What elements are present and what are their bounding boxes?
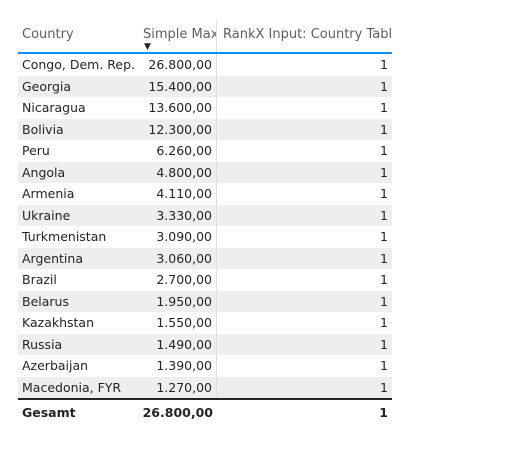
cell-simple-max: 6.260,00 — [142, 140, 217, 162]
column-header-label: Country — [22, 27, 74, 42]
table-row[interactable]: Ukraine 3.330,00 1 — [18, 204, 392, 226]
cell-rankx: 1 — [380, 272, 388, 288]
sort-descending-icon: ▼ — [144, 42, 151, 52]
cell-country: Georgia — [22, 78, 72, 94]
cell-rankx: 1 — [380, 336, 388, 352]
table-row[interactable]: Argentina 3.060,00 1 — [18, 247, 392, 269]
cell-simple-max: 4.110,00 — [142, 183, 217, 205]
column-header-label: RankX Input: Country Table — [223, 27, 392, 42]
cell-country: Ukraine — [22, 207, 71, 223]
cell-simple-max: 26.800,00 — [142, 54, 217, 76]
cell-simple-max: 2.700,00 — [142, 269, 217, 291]
cell-simple-max: 15.400,00 — [142, 75, 217, 97]
column-header-country[interactable]: Country — [18, 20, 142, 52]
cell-rankx: 1 — [380, 121, 388, 137]
table-row[interactable]: Nicaragua 13.600,00 1 — [18, 97, 392, 119]
table-row[interactable]: Macedonia, FYR 1.270,00 1 — [18, 376, 392, 398]
cell-country: Angola — [22, 164, 66, 180]
cell-rankx: 1 — [380, 250, 388, 266]
total-label: Gesamt — [22, 405, 76, 420]
cell-country: Turkmenistan — [22, 229, 107, 245]
cell-country: Bolivia — [22, 121, 64, 137]
cell-country: Brazil — [22, 272, 57, 288]
cell-simple-max: 3.090,00 — [142, 226, 217, 248]
table-row[interactable]: Brazil 2.700,00 1 — [18, 269, 392, 291]
table-row[interactable]: Turkmenistan 3.090,00 1 — [18, 226, 392, 248]
cell-rankx: 1 — [380, 229, 388, 245]
cell-country: Kazakhstan — [22, 315, 95, 331]
table-row[interactable]: Azerbaijan 1.390,00 1 — [18, 355, 392, 377]
table-row[interactable]: Congo, Dem. Rep. 26.800,00 1 — [18, 54, 392, 76]
table-body: Congo, Dem. Rep. 26.800,00 1 Georgia 15.400,… — [18, 54, 392, 398]
cell-rankx: 1 — [380, 315, 388, 331]
cell-simple-max: 1.270,00 — [142, 376, 217, 398]
table-row[interactable]: Angola 4.800,00 1 — [18, 161, 392, 183]
table-row[interactable]: Armenia 4.110,00 1 — [18, 183, 392, 205]
cell-rankx: 1 — [380, 164, 388, 180]
cell-simple-max: 4.800,00 — [142, 161, 217, 183]
cell-country: Argentina — [22, 250, 83, 266]
cell-rankx: 1 — [380, 57, 388, 73]
country-table: Country Simple Max ▼ RankX Input: Countr… — [18, 20, 392, 425]
cell-country: Belarus — [22, 293, 69, 309]
cell-rankx: 1 — [380, 358, 388, 374]
cell-simple-max: 1.490,00 — [142, 333, 217, 355]
cell-simple-max: 12.300,00 — [142, 118, 217, 140]
cell-rankx: 1 — [380, 100, 388, 116]
cell-country: Russia — [22, 336, 63, 352]
cell-rankx: 1 — [380, 186, 388, 202]
cell-simple-max: 3.060,00 — [142, 247, 217, 269]
cell-country: Nicaragua — [22, 100, 86, 116]
cell-simple-max: 3.330,00 — [142, 204, 217, 226]
table-row[interactable]: Georgia 15.400,00 1 — [18, 75, 392, 97]
cell-simple-max: 1.950,00 — [142, 290, 217, 312]
total-simple-max: 26.800,00 — [142, 405, 213, 420]
cell-rankx: 1 — [380, 143, 388, 159]
table-row[interactable]: Peru 6.260,00 1 — [18, 140, 392, 162]
cell-country: Macedonia, FYR — [22, 379, 122, 395]
total-row: Gesamt 26.800,00 1 — [18, 398, 392, 425]
cell-rankx: 1 — [380, 207, 388, 223]
cell-simple-max: 13.600,00 — [142, 97, 217, 119]
cell-simple-max: 1.390,00 — [142, 355, 217, 377]
cell-rankx: 1 — [380, 78, 388, 94]
cell-country: Peru — [22, 143, 50, 159]
cell-country: Congo, Dem. Rep. — [22, 57, 135, 73]
cell-rankx: 1 — [380, 293, 388, 309]
table-header: Country Simple Max ▼ RankX Input: Countr… — [18, 20, 392, 54]
table-row[interactable]: Kazakhstan 1.550,00 1 — [18, 312, 392, 334]
table-row[interactable]: Russia 1.490,00 1 — [18, 333, 392, 355]
column-header-simple-max[interactable]: Simple Max ▼ — [142, 20, 217, 52]
column-header-label: Simple Max — [143, 27, 217, 42]
cell-rankx: 1 — [380, 379, 388, 395]
cell-country: Armenia — [22, 186, 75, 202]
cell-simple-max: 1.550,00 — [142, 312, 217, 334]
column-header-rankx[interactable]: RankX Input: Country Table — [217, 20, 392, 52]
table-row[interactable]: Bolivia 12.300,00 1 — [18, 118, 392, 140]
cell-country: Azerbaijan — [22, 358, 89, 374]
table-row[interactable]: Belarus 1.950,00 1 — [18, 290, 392, 312]
total-rankx: 1 — [379, 405, 388, 420]
